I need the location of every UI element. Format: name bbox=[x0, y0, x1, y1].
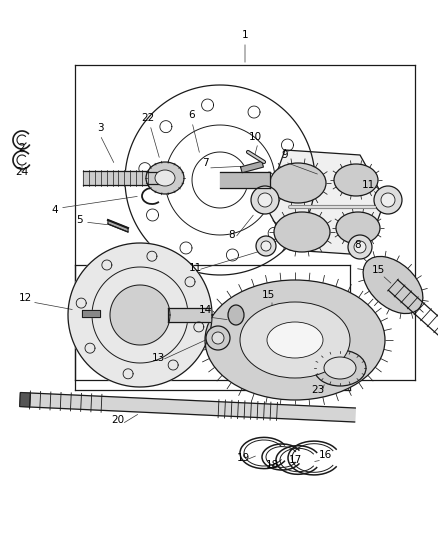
Ellipse shape bbox=[227, 305, 244, 325]
Polygon shape bbox=[110, 285, 170, 345]
Ellipse shape bbox=[347, 235, 371, 259]
Ellipse shape bbox=[333, 164, 377, 196]
Ellipse shape bbox=[380, 193, 394, 207]
Text: 2: 2 bbox=[19, 143, 25, 153]
Ellipse shape bbox=[323, 357, 355, 379]
Text: 12: 12 bbox=[18, 293, 32, 303]
Text: 13: 13 bbox=[151, 353, 164, 363]
Text: 17: 17 bbox=[288, 455, 301, 465]
Polygon shape bbox=[148, 172, 165, 184]
Ellipse shape bbox=[258, 193, 272, 207]
Text: 15: 15 bbox=[371, 265, 384, 275]
Text: 14: 14 bbox=[198, 305, 211, 315]
Polygon shape bbox=[68, 243, 212, 387]
Polygon shape bbox=[30, 393, 354, 422]
Text: 4: 4 bbox=[52, 205, 58, 215]
Ellipse shape bbox=[255, 236, 276, 256]
Polygon shape bbox=[108, 220, 128, 232]
Ellipse shape bbox=[240, 302, 349, 378]
Polygon shape bbox=[265, 150, 384, 255]
Text: 3: 3 bbox=[96, 123, 103, 133]
Text: 22: 22 bbox=[141, 113, 154, 123]
Ellipse shape bbox=[273, 212, 329, 252]
Text: 18: 18 bbox=[265, 460, 278, 470]
Ellipse shape bbox=[362, 256, 422, 313]
Polygon shape bbox=[168, 308, 209, 322]
Text: 8: 8 bbox=[354, 240, 360, 250]
Text: 24: 24 bbox=[15, 167, 28, 177]
Ellipse shape bbox=[205, 280, 384, 400]
Ellipse shape bbox=[251, 186, 279, 214]
Text: 5: 5 bbox=[77, 215, 83, 225]
Ellipse shape bbox=[155, 170, 175, 186]
Text: 6: 6 bbox=[188, 110, 195, 120]
Text: 11: 11 bbox=[188, 263, 201, 273]
Text: 11: 11 bbox=[360, 180, 374, 190]
Ellipse shape bbox=[146, 162, 184, 194]
Polygon shape bbox=[82, 310, 100, 317]
Text: 9: 9 bbox=[281, 150, 288, 160]
Ellipse shape bbox=[313, 350, 365, 386]
Text: 20: 20 bbox=[111, 415, 124, 425]
Ellipse shape bbox=[266, 322, 322, 358]
Text: 10: 10 bbox=[248, 132, 261, 142]
Ellipse shape bbox=[373, 186, 401, 214]
Text: 23: 23 bbox=[311, 385, 324, 395]
Text: 8: 8 bbox=[228, 230, 235, 240]
Polygon shape bbox=[240, 161, 263, 173]
Text: 7: 7 bbox=[201, 158, 208, 168]
Polygon shape bbox=[83, 171, 148, 185]
Ellipse shape bbox=[353, 241, 365, 253]
Text: 15: 15 bbox=[261, 290, 274, 300]
Text: 1: 1 bbox=[241, 30, 248, 40]
Text: 19: 19 bbox=[236, 453, 249, 463]
Ellipse shape bbox=[261, 241, 270, 251]
Ellipse shape bbox=[269, 163, 325, 203]
Text: 16: 16 bbox=[318, 450, 331, 460]
Polygon shape bbox=[20, 392, 30, 407]
Ellipse shape bbox=[212, 332, 223, 344]
Ellipse shape bbox=[335, 212, 379, 244]
Polygon shape bbox=[219, 172, 269, 188]
Ellipse shape bbox=[205, 326, 230, 350]
